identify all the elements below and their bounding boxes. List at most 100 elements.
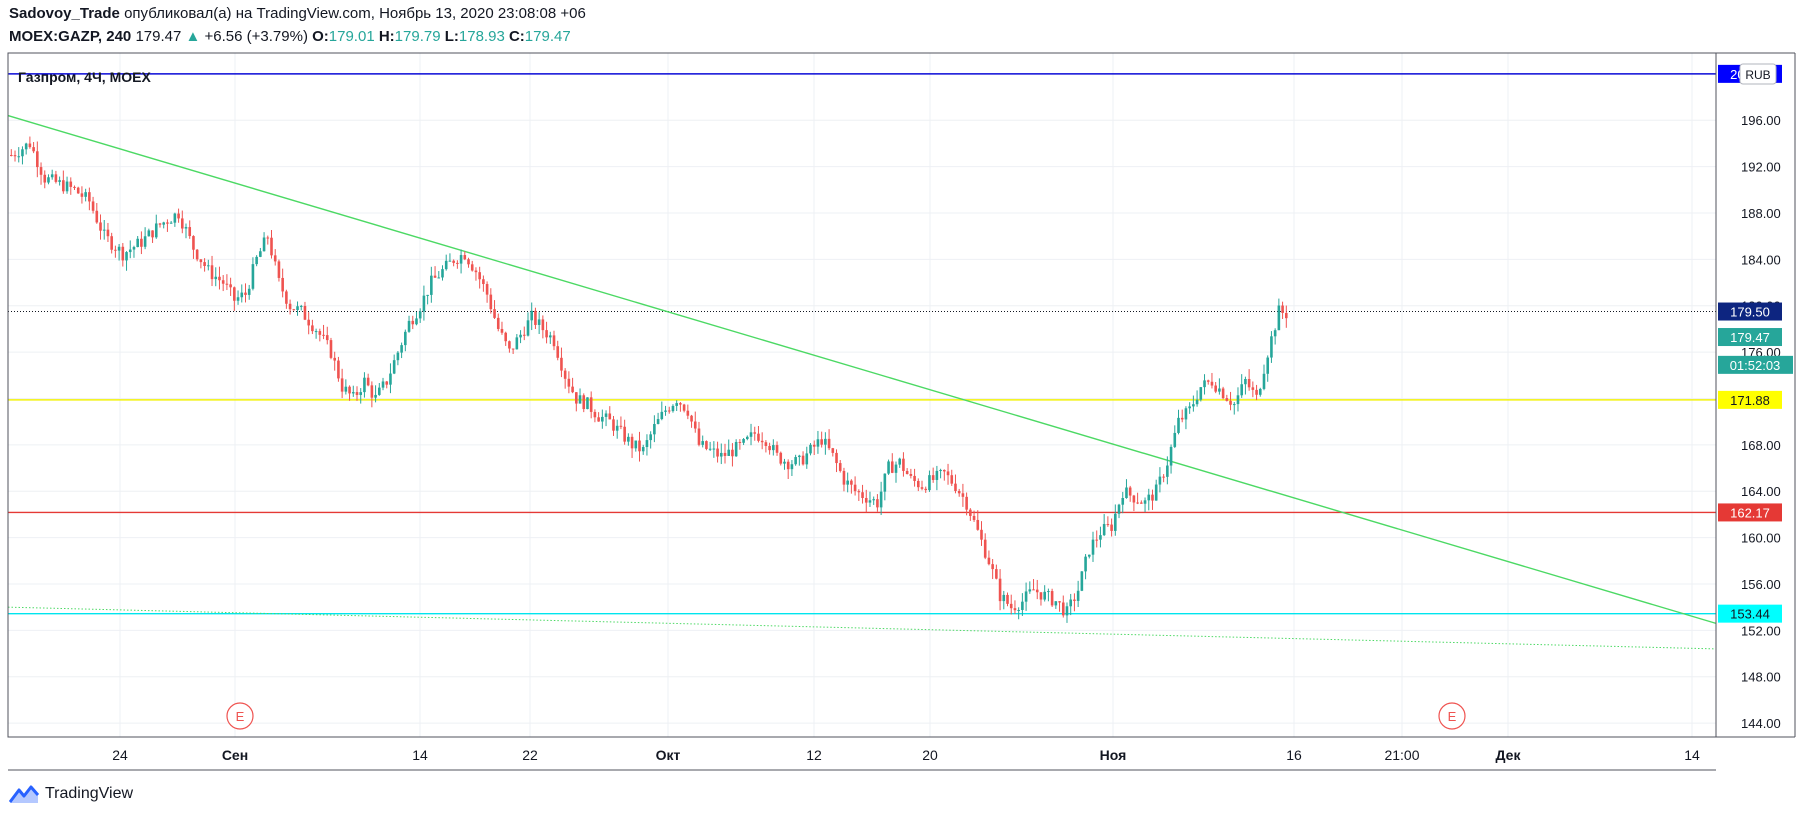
candle-body [898, 458, 902, 465]
publish-text: опубликовал(а) на TradingView.com, Ноябр… [124, 5, 586, 22]
candle-body [1203, 380, 1206, 388]
candle-body [392, 360, 396, 374]
high-label: H: [378, 28, 395, 45]
candle-body [236, 297, 240, 301]
candle-body [980, 529, 983, 540]
candle-body [188, 227, 192, 237]
candle-body [240, 292, 244, 298]
candle-body [1125, 487, 1128, 499]
candle-body [1184, 408, 1188, 420]
candle-body [779, 452, 783, 464]
level-current-label: 179.50 [1730, 305, 1770, 320]
x-tick-label: 24 [112, 747, 128, 763]
candle-body [589, 397, 593, 412]
candle-body [225, 283, 229, 285]
candle-body [998, 578, 1002, 602]
x-tick-label: 20 [922, 747, 938, 763]
candle-body [1128, 487, 1132, 496]
last-price: 179.47 [135, 28, 182, 45]
candle-body [333, 357, 336, 361]
symbol-name: MOEX:GAZP, 240 [9, 28, 132, 45]
candle-body [943, 469, 946, 472]
candle-body [299, 305, 303, 307]
candle-body [177, 213, 180, 219]
y-tick-label: 144.00 [1741, 716, 1781, 731]
candle-body [1076, 590, 1080, 601]
candle-body [99, 222, 102, 231]
chart-title: Газпром, 4Ч, MOEX [18, 69, 151, 85]
candle-body [1151, 494, 1154, 501]
x-tick-label: 14 [1684, 747, 1700, 763]
candle-body [976, 519, 980, 530]
candle-body [1099, 535, 1102, 540]
candle-body [110, 236, 113, 250]
candle-body [1192, 404, 1195, 407]
candle-body [1114, 513, 1117, 531]
candle-body [470, 264, 474, 271]
candle-body [1017, 609, 1020, 611]
candle-body [798, 455, 801, 458]
candle-body [244, 292, 247, 295]
author-name[interactable]: Sadovoy_Trade [9, 5, 120, 22]
candle-body [1229, 400, 1232, 405]
candle-body [251, 264, 255, 289]
candle-body [872, 499, 875, 501]
currency-box [1739, 63, 1777, 85]
candle-body [615, 425, 619, 431]
candle-body [1050, 591, 1054, 606]
candle-body [794, 457, 797, 465]
candle-body [311, 325, 314, 332]
candle-body [1032, 589, 1035, 591]
candle-body [853, 484, 857, 492]
candle-body [682, 404, 686, 411]
candle-body [314, 331, 318, 333]
candle-body [39, 167, 43, 175]
candle-body [612, 419, 615, 431]
earnings-marker-icon [226, 702, 254, 730]
price-change: +6.56 (+3.79%) [204, 28, 308, 45]
level-current-badge [1718, 302, 1782, 321]
footer-brand[interactable]: TradingView [45, 785, 134, 802]
candle-body [1177, 417, 1180, 433]
candle-body [686, 410, 690, 416]
currency-label: RUB [1745, 68, 1770, 82]
candle-body [575, 392, 578, 404]
candle-body [433, 275, 437, 278]
candle-body [890, 461, 894, 473]
candle-body [500, 328, 504, 333]
candle-body [441, 269, 444, 278]
candle-body [218, 276, 221, 281]
candle-body [281, 277, 284, 292]
candle-body [1236, 395, 1240, 405]
open-label: O: [312, 28, 329, 45]
candle-body [132, 247, 136, 250]
candle-body [1132, 495, 1136, 503]
low-value: 178.93 [458, 28, 505, 45]
candle-body [192, 236, 195, 250]
trendlines [7, 114, 1717, 650]
trendline-descending [7, 114, 1717, 625]
candle-body [255, 256, 258, 265]
candle-body [701, 441, 705, 445]
candle-body [1065, 606, 1069, 616]
candle-body [630, 436, 634, 449]
chart-grid [8, 53, 1716, 737]
countdown-label: 01:52:03 [1730, 358, 1781, 373]
candle-body [1232, 404, 1236, 406]
candle-body [1247, 379, 1251, 388]
candle-body [1106, 524, 1110, 526]
candle-body [972, 515, 976, 520]
candle-body [69, 181, 73, 187]
candle-body [723, 452, 727, 456]
level-162-label: 162.17 [1730, 505, 1770, 520]
candle-body [62, 180, 65, 192]
candle-body [924, 488, 928, 491]
candle-body [850, 480, 853, 485]
candle-body [158, 223, 162, 225]
candle-body [147, 230, 151, 237]
level-171-badge [1718, 390, 1782, 409]
candle-body [548, 335, 552, 338]
candle-body [1273, 330, 1277, 337]
candle-body [214, 276, 218, 280]
